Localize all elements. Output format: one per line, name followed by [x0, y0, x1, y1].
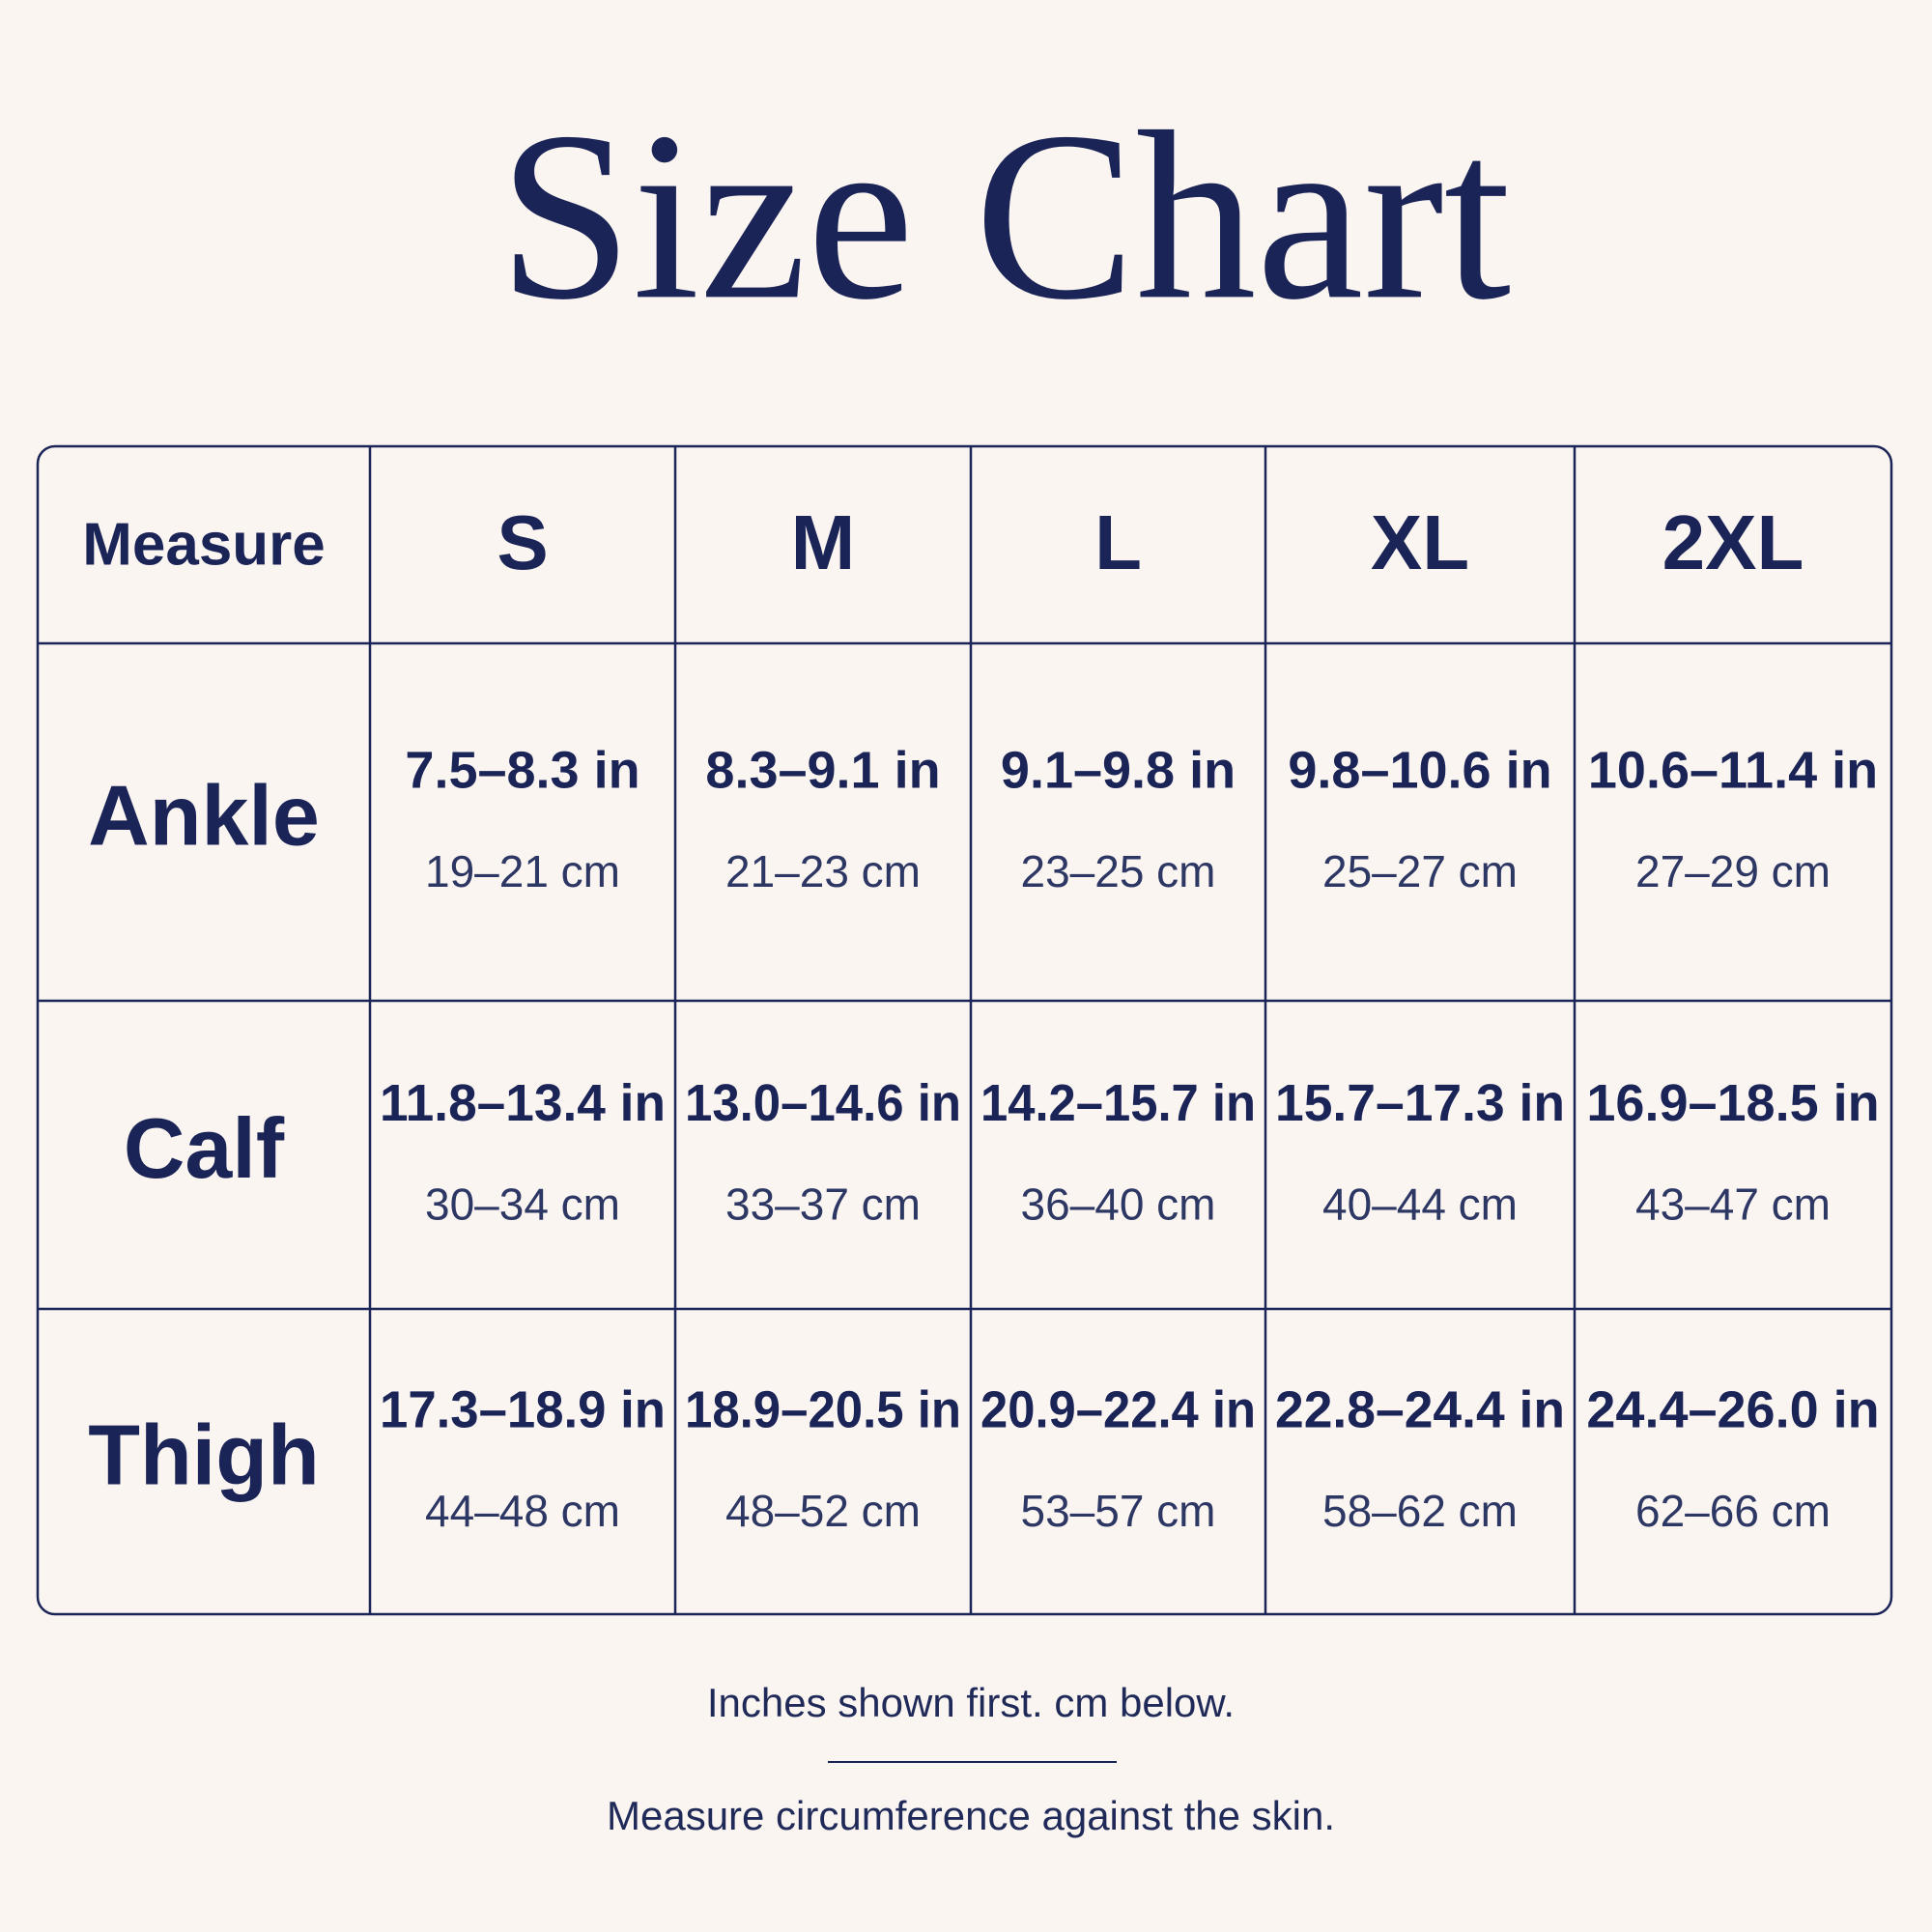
cm-range: 30–34 cm: [425, 1179, 620, 1230]
cm-range: 43–47 cm: [1635, 1179, 1831, 1230]
column-header: S: [497, 499, 548, 585]
column-header: 2XL: [1662, 499, 1804, 585]
inch-range: 9.8–10.6 in: [1288, 741, 1551, 799]
cm-range: 48–52 cm: [725, 1486, 921, 1536]
inch-range: 14.2–15.7 in: [980, 1074, 1256, 1132]
inch-range: 22.8–24.4 in: [1275, 1380, 1565, 1438]
cm-range: 40–44 cm: [1322, 1179, 1518, 1230]
title: Size Chart: [498, 82, 1511, 350]
cm-range: 25–27 cm: [1322, 846, 1518, 896]
inch-range: 11.8–13.4 in: [380, 1074, 666, 1132]
inch-range: 7.5–8.3 in: [405, 741, 639, 799]
cm-range: 58–62 cm: [1322, 1486, 1518, 1536]
inch-range: 24.4–26.0 in: [1586, 1380, 1879, 1438]
cm-range: 21–23 cm: [725, 846, 921, 896]
footer-instruction: Measure circumference against the skin.: [607, 1793, 1335, 1838]
cm-range: 27–29 cm: [1635, 846, 1831, 896]
cm-range: 23–25 cm: [1020, 846, 1215, 896]
inch-range: 17.3–18.9 in: [380, 1380, 666, 1438]
inch-range: 18.9–20.5 in: [685, 1380, 961, 1438]
inch-range: 8.3–9.1 in: [705, 741, 940, 799]
footer-note: Inches shown first. cm below.: [707, 1680, 1235, 1725]
table-border: [36, 444, 1893, 1616]
cm-range: 44–48 cm: [425, 1486, 620, 1536]
inch-range: 10.6–11.4 in: [1588, 741, 1878, 799]
inch-range: 9.1–9.8 in: [1001, 741, 1236, 799]
column-header: Measure: [82, 511, 326, 578]
row-label: Thigh: [88, 1406, 319, 1502]
inch-range: 16.9–18.5 in: [1586, 1074, 1879, 1132]
cm-range: 19–21 cm: [425, 846, 620, 896]
column-header: XL: [1371, 499, 1469, 585]
cm-range: 33–37 cm: [725, 1179, 921, 1230]
row-label: Ankle: [88, 767, 320, 863]
cm-range: 62–66 cm: [1635, 1486, 1831, 1536]
row-label: Calf: [124, 1100, 285, 1196]
inch-range: 15.7–17.3 in: [1275, 1074, 1565, 1132]
column-header: L: [1094, 499, 1142, 585]
cm-range: 36–40 cm: [1020, 1179, 1215, 1230]
inch-range: 13.0–14.6 in: [685, 1074, 961, 1132]
cm-range: 53–57 cm: [1020, 1486, 1215, 1536]
column-header: M: [791, 499, 856, 585]
inch-range: 20.9–22.4 in: [980, 1380, 1256, 1438]
